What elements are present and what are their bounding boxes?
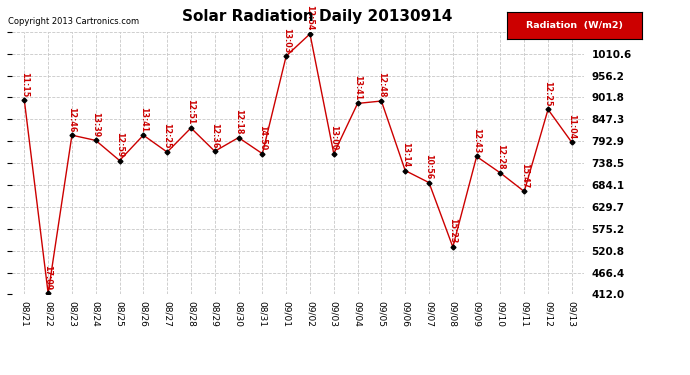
Text: 12:25: 12:25: [163, 123, 172, 149]
Text: 12:54: 12:54: [306, 5, 315, 31]
Text: Solar Radiation Daily 20130914: Solar Radiation Daily 20130914: [182, 9, 453, 24]
Text: 12:28: 12:28: [496, 144, 505, 170]
Text: 13:14: 13:14: [401, 142, 410, 167]
Text: Radiation  (W/m2): Radiation (W/m2): [526, 21, 623, 30]
Text: 15:23: 15:23: [448, 218, 457, 244]
Text: 13:00: 13:00: [329, 125, 338, 150]
Text: 15:47: 15:47: [520, 163, 529, 188]
Text: 13:03: 13:03: [282, 27, 290, 53]
Text: 12:36: 12:36: [210, 123, 219, 148]
Text: 17:09: 17:09: [43, 265, 52, 290]
Text: 12:51: 12:51: [186, 99, 195, 125]
Text: 13:39: 13:39: [91, 112, 100, 137]
Text: 11:04: 11:04: [567, 114, 576, 139]
Text: 13:41: 13:41: [139, 107, 148, 132]
Text: 12:43: 12:43: [472, 128, 481, 153]
Text: 14:50: 14:50: [258, 125, 267, 150]
Text: Copyright 2013 Cartronics.com: Copyright 2013 Cartronics.com: [8, 17, 139, 26]
Text: 10:56: 10:56: [424, 154, 433, 179]
Text: 12:59: 12:59: [115, 132, 124, 157]
Text: 12:25: 12:25: [544, 81, 553, 106]
Text: 12:46: 12:46: [68, 106, 77, 132]
Text: 11:15: 11:15: [20, 72, 29, 97]
Text: 12:48: 12:48: [377, 72, 386, 98]
Text: 13:41: 13:41: [353, 75, 362, 100]
Text: 12:18: 12:18: [234, 109, 243, 134]
